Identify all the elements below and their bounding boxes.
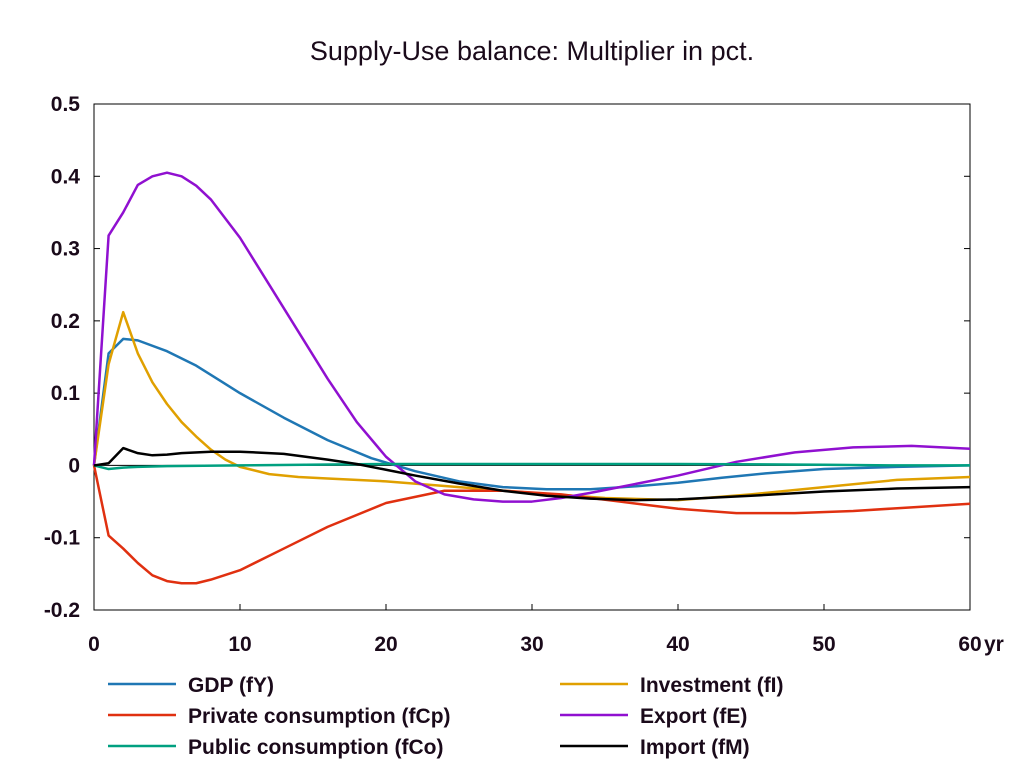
x-tick-label: 30 <box>520 633 543 656</box>
y-tick-label: 0.4 <box>51 165 81 188</box>
axis-ticks: 0.5 0.4 0.3 0.2 0.1 0 -0.1 -0.2 0 10 20 30 40 50 60 yr <box>44 93 1004 656</box>
series-line-1 <box>92 310 971 502</box>
legend-label: GDP (fY) <box>188 674 274 697</box>
legend-label: Public consumption (fCo) <box>188 736 443 759</box>
plot-frame <box>93 103 971 611</box>
y-tick-label: -0.1 <box>44 527 81 550</box>
legend-label: Investment (fI) <box>640 674 784 697</box>
series-line-4 <box>93 462 970 471</box>
legend-label: Import (fM) <box>640 736 750 759</box>
x-tick-label: 50 <box>812 633 835 656</box>
legend: GDP (fY) Investment (fI) Private consumpti… <box>108 674 784 759</box>
series-line-2 <box>92 465 971 585</box>
series-lines <box>92 171 971 585</box>
y-tick-label: 0.2 <box>51 310 80 333</box>
y-tick-label: 0 <box>68 454 80 477</box>
chart-title: Supply-Use balance: Multiplier in pct. <box>310 36 754 66</box>
x-tick-label: 40 <box>666 633 689 656</box>
y-tick-label: -0.2 <box>44 599 80 622</box>
y-tick-label: 0.5 <box>51 93 81 116</box>
legend-label: Export (fE) <box>640 705 747 728</box>
x-tick-label: 10 <box>228 633 251 656</box>
x-tick-label: 60 <box>958 633 981 656</box>
series-line-5 <box>93 446 971 502</box>
series-line-3 <box>92 171 971 503</box>
legend-label: Private consumption (fCp) <box>188 705 451 728</box>
x-tick-label: 0 <box>88 633 100 656</box>
y-tick-label: 0.3 <box>51 238 80 261</box>
y-tick-label: 0.1 <box>51 382 81 405</box>
series-line-0 <box>92 337 971 491</box>
x-unit-label: yr <box>984 633 1004 656</box>
x-tick-label: 20 <box>374 633 397 656</box>
